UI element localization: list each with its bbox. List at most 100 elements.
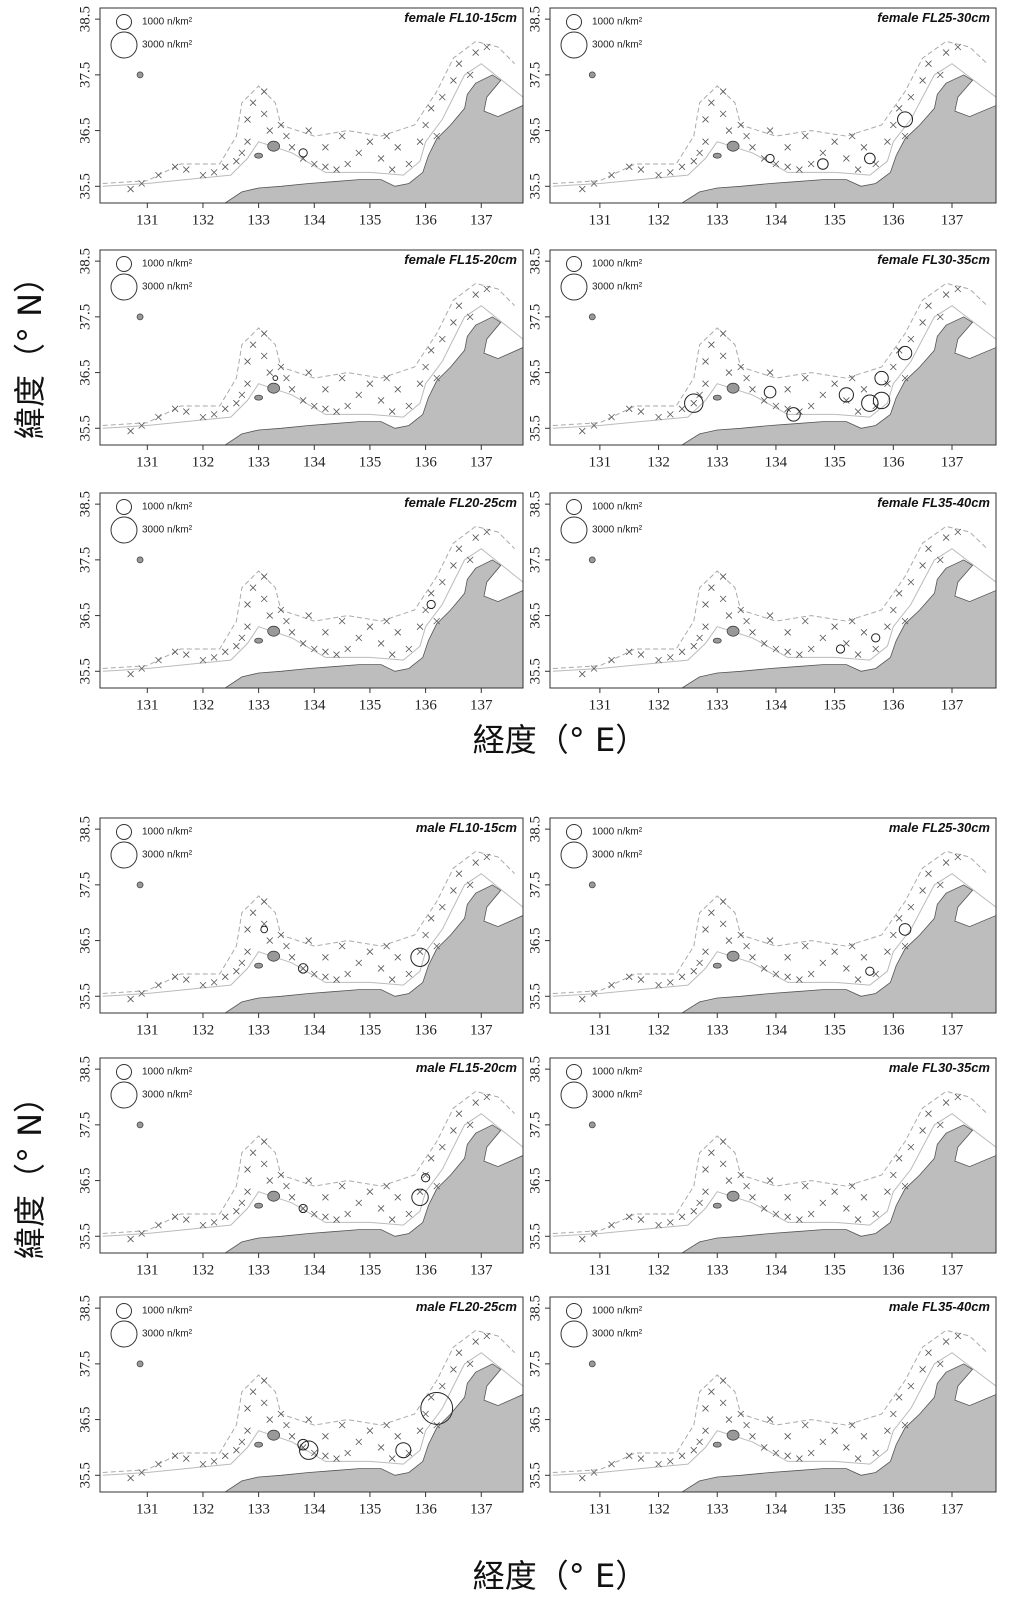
station: [182, 166, 190, 173]
station: [249, 99, 257, 106]
panel-content: [552, 1090, 996, 1253]
y-tick-label: 36.5: [527, 1406, 543, 1432]
station: [772, 402, 780, 410]
legend-circle: [110, 516, 138, 544]
station: [455, 302, 463, 309]
station: [925, 302, 932, 309]
station: [895, 105, 903, 112]
x-tick-label: 137: [941, 1022, 964, 1038]
panel-frame: [549, 7, 997, 204]
station: [260, 352, 268, 360]
station: [288, 1194, 296, 1201]
station: [221, 648, 229, 656]
island: [588, 71, 596, 79]
x-tick-label: 132: [192, 1262, 215, 1278]
station: [311, 645, 318, 653]
station: [784, 405, 791, 413]
shelf-contour: [552, 305, 996, 429]
station: [708, 99, 715, 106]
station: [260, 1138, 268, 1145]
island: [254, 394, 264, 401]
station: [199, 981, 207, 989]
station: [942, 1099, 950, 1106]
station: [590, 422, 598, 429]
station: [416, 623, 424, 630]
x-tick-label: 137: [941, 1501, 964, 1517]
shelf-contour: [102, 873, 523, 997]
y-axis-label: 緯度（° N）: [11, 261, 49, 439]
station: [283, 374, 290, 382]
station: [690, 157, 698, 165]
station: [210, 169, 218, 176]
station: [655, 171, 662, 179]
station: [182, 1216, 190, 1223]
station: [807, 160, 815, 168]
station: [388, 976, 396, 983]
island: [136, 1121, 144, 1129]
station: [725, 127, 733, 134]
shelf-contour: [552, 548, 996, 672]
legend-circle: [565, 823, 583, 841]
panel-frame: [549, 817, 997, 1014]
panel-content: [102, 1329, 523, 1492]
land: [224, 884, 523, 1013]
station: [305, 612, 312, 619]
catch-circle: [298, 148, 308, 158]
station: [377, 640, 385, 647]
station: [171, 1213, 179, 1221]
station: [796, 651, 803, 658]
y-tick-label: 37.5: [77, 1351, 93, 1377]
station: [895, 1155, 903, 1162]
station: [311, 1210, 318, 1218]
station: [455, 870, 463, 877]
x-tick-label: 134: [303, 1262, 326, 1278]
x-tick-label: 135: [359, 454, 382, 470]
station: [749, 629, 756, 636]
catch-circle: [765, 153, 775, 164]
station: [244, 116, 251, 123]
station: [919, 562, 926, 569]
x-tick-label: 136: [414, 1022, 437, 1038]
y-tick-label: 37.5: [527, 62, 543, 88]
station: [416, 1427, 424, 1434]
station: [696, 1438, 703, 1446]
legend-label: 1000 n/km²: [142, 827, 193, 838]
land: [681, 1124, 996, 1253]
map-panel: female FL15-20cm 1000 n/km² 3000 n/km² 131 1…: [77, 248, 524, 470]
station: [383, 942, 390, 950]
station: [244, 1405, 251, 1412]
station: [872, 645, 879, 653]
legend-circle: [110, 1081, 138, 1109]
station: [696, 634, 703, 642]
station: [249, 1149, 257, 1156]
x-tick-label: 133: [247, 454, 270, 470]
x-tick-label: 136: [414, 454, 437, 470]
station: [678, 648, 686, 656]
station: [238, 1199, 246, 1207]
station: [625, 648, 633, 656]
station: [725, 369, 733, 376]
station: [388, 166, 396, 173]
y-axis-label: 緯度（° N）: [11, 1081, 49, 1259]
station: [171, 163, 179, 171]
station: [608, 1460, 615, 1468]
station: [702, 926, 709, 933]
catch-circle: [426, 599, 436, 610]
depth-contour: [102, 525, 516, 669]
panel-title: female FL25-30cm: [877, 10, 990, 25]
station: [260, 573, 268, 580]
station: [244, 1427, 251, 1434]
station: [450, 319, 457, 326]
station: [433, 617, 441, 625]
station: [772, 970, 780, 978]
station: [749, 954, 756, 961]
station: [819, 149, 827, 157]
station: [299, 397, 307, 404]
x-tick-label: 135: [359, 1262, 382, 1278]
station: [743, 374, 750, 382]
station: [138, 990, 146, 997]
catch-circle: [865, 966, 875, 976]
station: [625, 163, 633, 171]
catch-circle: [410, 947, 430, 967]
station: [831, 623, 838, 630]
